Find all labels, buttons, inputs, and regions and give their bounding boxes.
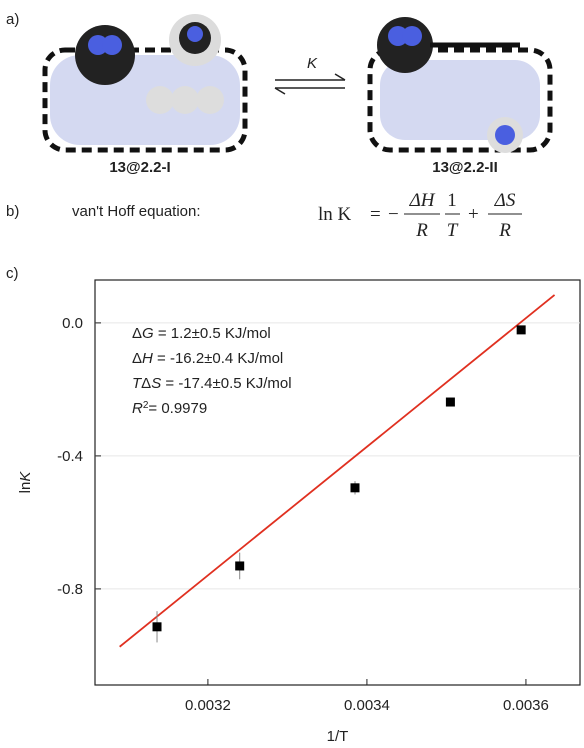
arrow-head	[334, 73, 346, 81]
equation-caption: van't Hoff equation:	[72, 203, 201, 220]
equation: ln K = − ΔH R 1 T + ΔS R	[318, 190, 522, 241]
arrow-head	[274, 87, 286, 95]
y-tick-label: -0.4	[57, 448, 83, 465]
eq-term: R	[498, 220, 511, 241]
y-tick-label: 0.0	[62, 315, 83, 332]
text-part: = -16.2±0.4 KJ/mol	[153, 350, 283, 367]
x-tick-label: 0.0032	[185, 697, 231, 714]
eq-sign: =	[370, 204, 381, 225]
text-part: = 1.2±0.5 KJ/mol	[154, 325, 271, 342]
molecule-right	[367, 17, 553, 153]
panel-label: c)	[6, 265, 19, 282]
annotation: TΔS = -17.4±0.5 KJ/mol	[132, 375, 292, 392]
fit-line	[119, 294, 556, 648]
point	[235, 561, 245, 571]
x-tick-label: 0.0034	[344, 697, 390, 714]
point	[152, 622, 162, 632]
annotation: ΔG = 1.2±0.5 KJ/mol	[132, 325, 271, 342]
text-part: G	[142, 325, 154, 342]
eq-lhs: ln K	[318, 204, 352, 225]
text-part: T	[132, 375, 143, 392]
y-axis-label: lnK	[17, 471, 34, 494]
text-part: ln	[17, 482, 34, 494]
text-part: S	[151, 375, 161, 392]
text-part: Δ	[132, 325, 142, 342]
text-part: Δ	[132, 350, 142, 367]
eq-term: T	[447, 220, 459, 241]
text-part: K	[17, 471, 34, 482]
text-part: Δ	[141, 375, 151, 392]
text-part: H	[142, 350, 153, 367]
panel-label: a)	[6, 11, 19, 28]
x-axis-label: 1/T	[327, 728, 349, 745]
point	[516, 325, 526, 335]
molecule-left	[42, 14, 248, 153]
text-part: R	[132, 400, 143, 417]
eq-term: 1	[447, 190, 457, 211]
panel-label: b)	[6, 203, 19, 220]
text-part: = 0.9979	[148, 400, 207, 417]
eq-term: ΔS	[494, 190, 516, 211]
eq-term: ΔH	[409, 190, 436, 211]
eq-sign: +	[468, 204, 479, 225]
plot-frame	[94, 279, 581, 686]
eq-term: R	[415, 220, 428, 241]
annotation: R2= 0.9979	[132, 400, 207, 418]
arrow-label: K	[307, 55, 318, 72]
eq-sign: −	[388, 204, 399, 225]
point	[350, 483, 360, 493]
text-part: = -17.4±0.5 KJ/mol	[161, 375, 291, 392]
compound-label: 13@2.2-II	[432, 159, 498, 176]
y-tick-label: -0.8	[57, 581, 83, 598]
x-tick-label: 0.0036	[503, 697, 549, 714]
annotation: ΔH = -16.2±0.4 KJ/mol	[132, 350, 283, 367]
text-part: 2	[143, 400, 149, 411]
compound-label: 13@2.2-I	[109, 159, 170, 176]
point	[445, 397, 455, 407]
